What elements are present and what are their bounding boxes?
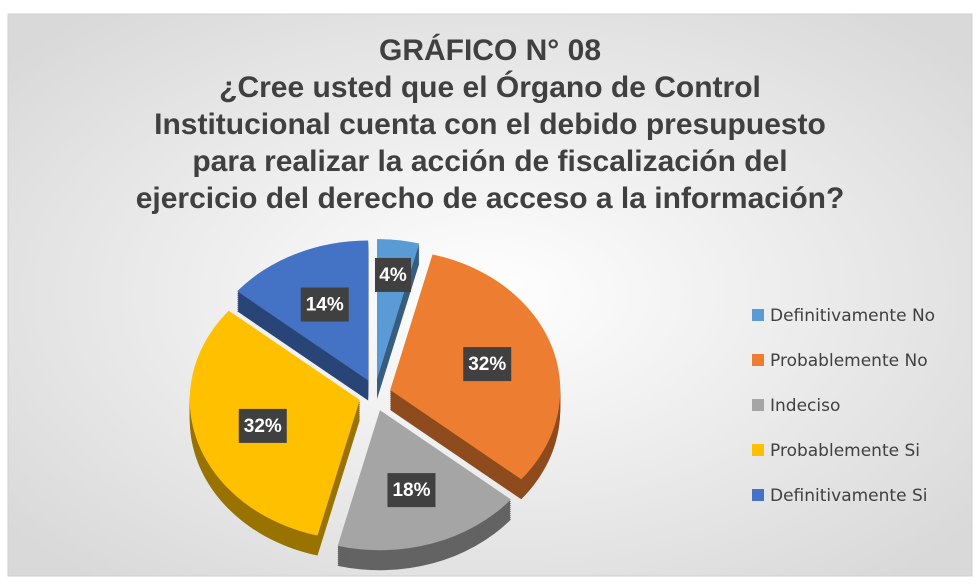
legend-swatch [752, 354, 764, 366]
legend-label: Probablemente Si [770, 441, 920, 461]
chart-title: ejercicio del derecho de acceso a la inf… [136, 182, 845, 215]
chart-title: GRÁFICO N° 08 [379, 33, 601, 67]
legend-label: Definitivamente No [770, 306, 935, 326]
value-label: 14% [306, 295, 344, 316]
value-label: 18% [392, 480, 430, 501]
legend-label: Indeciso [770, 396, 840, 416]
chart-title: para realizar la acción de fiscalización… [192, 145, 787, 178]
value-label: 32% [468, 354, 506, 375]
value-label: 32% [244, 416, 282, 437]
legend-swatch [752, 444, 764, 456]
chart-title: Institucional cuenta con el debido presu… [154, 108, 826, 141]
legend-swatch [752, 489, 764, 501]
value-label-box [238, 408, 287, 443]
legend-swatch [752, 399, 764, 411]
value-label-box [300, 287, 349, 322]
legend-swatch [752, 309, 764, 321]
chart-title: ¿Cree usted que el Órgano de Control [219, 70, 761, 104]
value-label: 4% [379, 265, 407, 286]
value-label-box [463, 347, 512, 382]
value-label-box [374, 257, 411, 292]
legend-label: Definitivamente Si [770, 486, 927, 506]
value-label-box [387, 473, 436, 508]
legend-label: Probablemente No [770, 351, 928, 371]
